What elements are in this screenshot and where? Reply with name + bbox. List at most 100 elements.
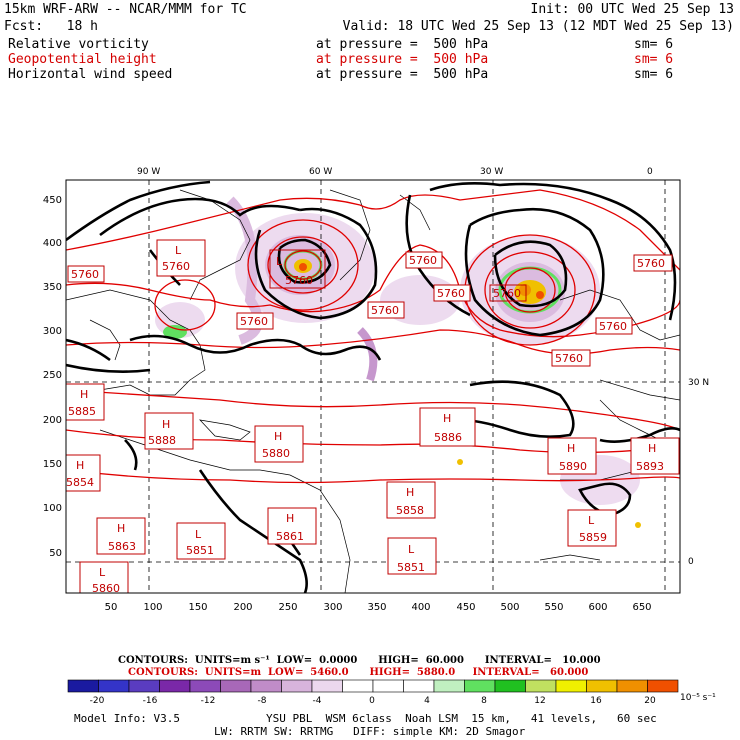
x-tick: 350 — [367, 602, 386, 613]
colorbar-swatch — [555, 679, 587, 693]
colorbar-swatches — [67, 679, 679, 693]
field-2-level: at pressure = 500 hPa — [316, 52, 489, 67]
x-tick: 300 — [323, 602, 342, 613]
forecast-hour: Fcst: 18 h — [4, 19, 98, 34]
contour-label: 5760 — [633, 254, 673, 272]
box-type: H — [162, 418, 170, 431]
colorbar-swatch — [494, 679, 526, 693]
colorbar-label: -16 — [143, 696, 158, 706]
box-value: 5880 — [262, 447, 290, 460]
height-boxes: H 5885 L 5760 L 5760 H 5888 H 5880 — [66, 239, 680, 593]
colorbar-swatch — [586, 679, 618, 693]
colorbar-label: 8 — [481, 696, 487, 706]
y-axis: 450 400 350 300 250 200 150 100 50 — [43, 195, 62, 559]
box-value: 5851 — [186, 544, 214, 557]
contour-label: 5760 — [595, 317, 633, 335]
x-tick: 650 — [632, 602, 651, 613]
x-tick: 550 — [544, 602, 563, 613]
y-tick: 450 — [43, 195, 62, 206]
lon-label: 60 W — [309, 167, 332, 177]
box-type: H — [443, 412, 451, 425]
lon-label: 30 W — [480, 167, 503, 177]
box-type: H — [76, 459, 84, 472]
colorbar-swatch — [98, 679, 130, 693]
box-type: H — [80, 388, 88, 401]
y-tick: 300 — [43, 326, 62, 337]
x-tick: 100 — [143, 602, 162, 613]
box-value: 5858 — [396, 504, 424, 517]
contour-label-text: 5760 — [371, 304, 399, 317]
pressure-box: H 5861 — [267, 507, 317, 545]
box-value: 5890 — [559, 460, 587, 473]
field-2-name: Geopotential height — [8, 52, 157, 67]
x-tick: 150 — [188, 602, 207, 613]
y-tick: 200 — [43, 415, 62, 426]
contour-label-text: 5760 — [555, 352, 583, 365]
box-type: H — [117, 522, 125, 535]
colorbar-swatch — [189, 679, 221, 693]
colorbar-swatch — [220, 679, 252, 693]
y-tick: 400 — [43, 238, 62, 249]
pressure-box: H 5890 — [547, 437, 597, 475]
colorbar-label: 16 — [590, 696, 602, 706]
wind-speed-contours — [66, 180, 680, 593]
colorbar-label: -4 — [313, 696, 322, 706]
contour-label-text: 5760 — [240, 315, 268, 328]
x-tick: 250 — [278, 602, 297, 613]
box-value: 5859 — [579, 531, 607, 544]
colorbar-swatch — [464, 679, 496, 693]
colorbar-swatch — [372, 679, 404, 693]
x-tick: 50 — [105, 602, 118, 613]
pressure-box: L 5760 — [156, 239, 206, 277]
box-type: H — [274, 430, 282, 443]
colorbar-swatch — [281, 679, 313, 693]
y-tick: 350 — [43, 282, 62, 293]
box-value: 5888 — [148, 434, 176, 447]
contour-labels: 5760 5760 5760 5760 5760 5760 5760 5760 … — [67, 251, 673, 367]
pressure-box: H 5880 — [254, 425, 304, 463]
y-tick: 150 — [43, 459, 62, 470]
colorbar-label: -8 — [258, 696, 267, 706]
model-info-version: Model Info: V3.5 — [74, 712, 180, 725]
box-value: 5760 — [285, 274, 313, 287]
pressure-box: H 5858 — [386, 481, 436, 519]
field-2-sm: sm= 6 — [634, 52, 674, 67]
pressure-box: H 5888 — [144, 412, 194, 450]
contour-label: 5760 — [236, 312, 274, 330]
colorbar-label: 20 — [644, 696, 656, 706]
contour-label: 5760 — [405, 251, 443, 269]
colorbar-swatch — [159, 679, 191, 693]
contour-label: 5760 — [433, 284, 471, 302]
box-type: L — [276, 255, 283, 268]
weather-map: 90 W 60 W 30 W 0 30 N 0 — [43, 167, 709, 613]
pressure-box: L 5859 — [567, 509, 617, 547]
colorbar-swatch — [616, 679, 648, 693]
x-tick: 200 — [233, 602, 252, 613]
pressure-box: H 5854 — [66, 454, 101, 492]
field-1-level: at pressure = 500 hPa — [316, 37, 489, 52]
colorbar-swatch — [433, 679, 465, 693]
contour-label-text: 5760 — [437, 287, 465, 300]
lat-label: 30 N — [688, 378, 709, 388]
box-value: 5863 — [108, 540, 136, 553]
field-3-name: Horizontal wind speed — [8, 67, 173, 82]
field-1-sm: sm= 6 — [634, 37, 674, 52]
contour-label-text: 5760 — [493, 287, 521, 300]
field-1-name: Relative vorticity — [8, 37, 149, 52]
colorbar-label: 0 — [369, 696, 375, 706]
box-type: L — [588, 514, 595, 527]
valid-time: Valid: 18 UTC Wed 25 Sep 13 (12 MDT Wed … — [342, 19, 734, 34]
colorbar-swatch — [311, 679, 343, 693]
colorbar-swatch — [67, 679, 99, 693]
box-value: 5886 — [434, 431, 462, 444]
box-type: H — [286, 512, 294, 525]
colorbar: -20 -16 -12 -8 -4 0 4 8 12 16 20 10⁻⁵ s⁻… — [67, 679, 716, 706]
pressure-box: L 5851 — [176, 522, 226, 560]
contour-label-text: 5760 — [71, 268, 99, 281]
box-type: L — [408, 543, 415, 556]
pressure-box: H 5893 — [630, 437, 680, 475]
box-value: 5851 — [397, 561, 425, 574]
box-type: L — [175, 244, 182, 257]
contour-label: 5760 — [551, 349, 591, 367]
lon-label: 0 — [647, 167, 653, 177]
